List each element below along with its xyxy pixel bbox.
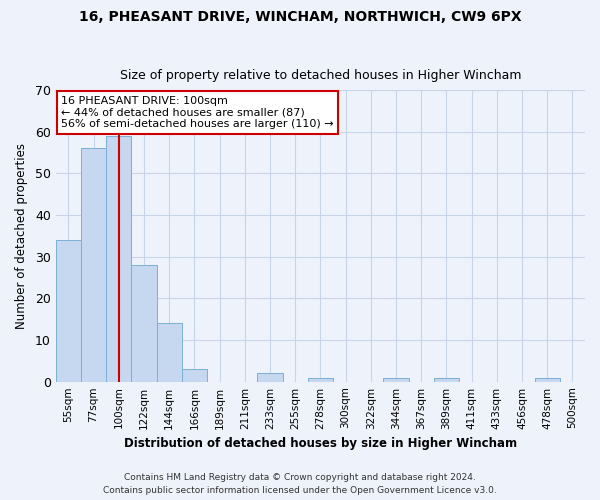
Bar <box>308 378 333 382</box>
Bar <box>157 324 182 382</box>
Text: 16 PHEASANT DRIVE: 100sqm
← 44% of detached houses are smaller (87)
56% of semi-: 16 PHEASANT DRIVE: 100sqm ← 44% of detac… <box>61 96 334 129</box>
Bar <box>131 265 157 382</box>
Bar <box>434 378 459 382</box>
Text: Contains HM Land Registry data © Crown copyright and database right 2024.
Contai: Contains HM Land Registry data © Crown c… <box>103 474 497 495</box>
Title: Size of property relative to detached houses in Higher Wincham: Size of property relative to detached ho… <box>119 69 521 82</box>
Bar <box>535 378 560 382</box>
X-axis label: Distribution of detached houses by size in Higher Wincham: Distribution of detached houses by size … <box>124 437 517 450</box>
Y-axis label: Number of detached properties: Number of detached properties <box>15 143 28 329</box>
Bar <box>182 369 207 382</box>
Bar <box>81 148 106 382</box>
Text: 16, PHEASANT DRIVE, WINCHAM, NORTHWICH, CW9 6PX: 16, PHEASANT DRIVE, WINCHAM, NORTHWICH, … <box>79 10 521 24</box>
Bar <box>383 378 409 382</box>
Bar <box>106 136 131 382</box>
Bar <box>56 240 81 382</box>
Bar <box>257 374 283 382</box>
